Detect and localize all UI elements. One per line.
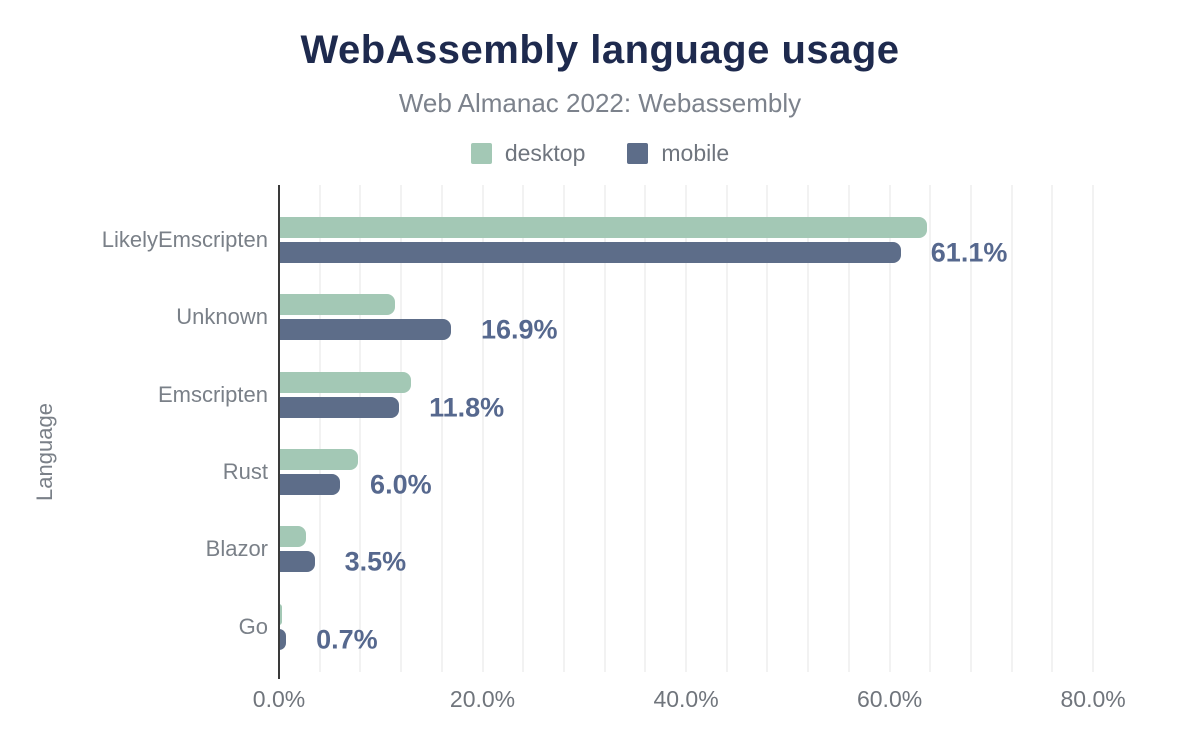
- chart-subtitle: Web Almanac 2022: Webassembly: [398, 88, 802, 118]
- gridline: [1051, 185, 1054, 672]
- legend-label: desktop: [504, 140, 586, 166]
- plot-area: 61.1% 16.9% 11.8% 6.0% 3.5% 0.7%: [279, 185, 1144, 672]
- category-axis: LikelyEmscripten Unknown Emscripten Rust Bla…: [58, 185, 270, 672]
- gridline: [359, 185, 362, 672]
- bar-desktop-Blazor[interactable]: [279, 526, 307, 547]
- x-axis-ticks: 0.0% 20.0% 40.0% 60.0% 80.0%: [0, 686, 1200, 716]
- gridline: [318, 185, 321, 672]
- legend-swatch-mobile: [627, 143, 649, 164]
- bar-desktop-Rust[interactable]: [279, 449, 359, 470]
- chart-title: WebAssembly language usage: [300, 28, 900, 72]
- bar-mobile-Emscripten[interactable]: [279, 397, 400, 418]
- legend: desktop mobile: [0, 140, 1200, 167]
- gridline: [1092, 185, 1095, 672]
- bar-mobile-Rust[interactable]: [279, 474, 341, 495]
- gridline: [929, 185, 932, 672]
- category-label-Rust: Rust: [222, 459, 268, 484]
- bar-mobile-Blazor[interactable]: [279, 551, 315, 572]
- gridline: [644, 185, 647, 672]
- gridline: [766, 185, 769, 672]
- data-label-Go: 0.7%: [316, 624, 378, 654]
- y-axis-title: Language: [32, 403, 57, 501]
- gridline: [888, 185, 891, 672]
- data-label-LikelyEmscripten: 61.1%: [930, 237, 1008, 267]
- gridline: [522, 185, 525, 672]
- x-tick-20.0%: 20.0%: [449, 686, 516, 712]
- bar-desktop-Emscripten[interactable]: [279, 372, 412, 393]
- gridline: [807, 185, 810, 672]
- x-tick-60.0%: 60.0%: [856, 686, 923, 712]
- bar-desktop-Go[interactable]: [279, 604, 283, 625]
- data-label-Blazor: 3.5%: [344, 546, 407, 576]
- data-label-Unknown: 16.9%: [480, 314, 558, 344]
- gridline: [847, 185, 850, 672]
- gridline: [603, 185, 606, 672]
- legend-item-mobile: mobile: [627, 140, 729, 167]
- category-label-Emscripten: Emscripten: [157, 382, 268, 407]
- bar-mobile-LikelyEmscripten[interactable]: [279, 242, 901, 263]
- gridline: [400, 185, 403, 672]
- gridline: [440, 185, 443, 672]
- x-tick-0.0%: 0.0%: [252, 686, 306, 712]
- legend-item-desktop: desktop: [470, 140, 586, 167]
- gridline: [562, 185, 565, 672]
- legend-swatch-desktop: [470, 143, 492, 164]
- x-tick-80.0%: 80.0%: [1060, 686, 1126, 712]
- gridline: [725, 185, 728, 672]
- bar-desktop-Unknown[interactable]: [279, 294, 395, 315]
- baseline-axis: [278, 185, 280, 679]
- bar-mobile-Unknown[interactable]: [279, 319, 451, 340]
- category-label-LikelyEmscripten: LikelyEmscripten: [101, 227, 268, 252]
- gridline: [970, 185, 972, 672]
- category-label-Unknown: Unknown: [176, 304, 268, 329]
- data-label-Rust: 6.0%: [370, 469, 432, 499]
- category-label-Go: Go: [238, 614, 268, 639]
- gridline: [685, 185, 688, 672]
- category-label-Blazor: Blazor: [205, 536, 268, 561]
- data-label-Emscripten: 11.8%: [429, 392, 505, 422]
- x-tick-40.0%: 40.0%: [653, 686, 719, 712]
- bar-mobile-Go[interactable]: [279, 629, 287, 650]
- gridline: [1010, 185, 1013, 672]
- gridline: [481, 185, 484, 672]
- bar-desktop-LikelyEmscripten[interactable]: [279, 217, 928, 238]
- legend-label: mobile: [661, 140, 730, 166]
